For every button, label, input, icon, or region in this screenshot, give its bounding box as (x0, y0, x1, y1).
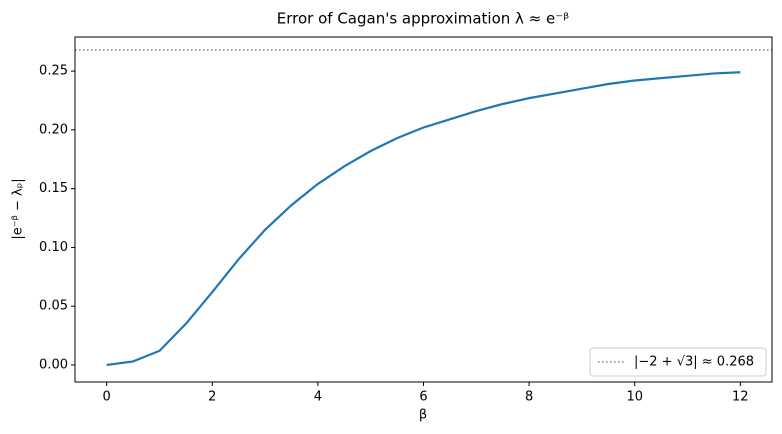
x-tick-label: 10 (626, 390, 643, 405)
x-tick-label: 6 (419, 390, 427, 405)
chart-title: Error of Cagan's approximation λ ≈ e⁻ᵝ (277, 10, 569, 28)
y-tick-label: 0.00 (39, 357, 68, 372)
y-tick-label: 0.05 (39, 299, 68, 314)
plot-frame (74, 36, 773, 383)
x-tick-label: 0 (103, 390, 111, 405)
legend-box (589, 347, 767, 377)
x-tick-label: 2 (208, 390, 216, 405)
x-tick-label: 12 (732, 390, 749, 405)
x-axis-label: β (419, 408, 427, 423)
legend-label: |−2 + √3| ≈ 0.268 (634, 355, 754, 370)
y-tick-label: 0.10 (39, 240, 68, 255)
y-tick-label: 0.25 (39, 64, 68, 79)
y-tick-label: 0.20 (39, 122, 68, 137)
x-tick-label: 4 (314, 390, 322, 405)
line-series (106, 71, 741, 367)
y-axis-label: |e⁻ᵝ − λₚ| (11, 178, 26, 239)
x-tick-label: 8 (525, 390, 533, 405)
y-tick-label: 0.15 (39, 181, 68, 196)
